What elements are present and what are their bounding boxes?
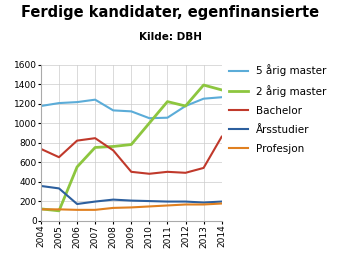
Årsstudier xyxy=(183,200,188,203)
5 årig master xyxy=(202,97,206,100)
2 årig master xyxy=(129,143,133,146)
5 årig master xyxy=(93,98,97,101)
Profesjon xyxy=(93,208,97,211)
Profesjon xyxy=(129,206,133,209)
Årsstudier xyxy=(39,184,43,187)
Bachelor xyxy=(202,166,206,169)
5 årig master xyxy=(129,110,133,113)
2 årig master xyxy=(93,146,97,149)
Bachelor xyxy=(220,135,224,138)
Årsstudier xyxy=(111,198,115,201)
Bachelor xyxy=(147,172,151,175)
Profesjon xyxy=(202,203,206,206)
Line: 5 årig master: 5 årig master xyxy=(41,97,222,118)
Profesjon xyxy=(165,204,169,207)
Årsstudier xyxy=(93,200,97,203)
5 årig master xyxy=(111,109,115,112)
5 årig master xyxy=(183,104,188,108)
2 årig master xyxy=(57,209,61,213)
Bachelor xyxy=(165,170,169,174)
Profesjon xyxy=(57,208,61,211)
Profesjon xyxy=(147,205,151,208)
Bachelor xyxy=(183,171,188,174)
Text: Kilde: DBH: Kilde: DBH xyxy=(139,32,202,42)
5 årig master xyxy=(39,104,43,108)
2 årig master xyxy=(75,165,79,169)
Årsstudier xyxy=(220,200,224,203)
2 årig master xyxy=(165,100,169,103)
5 årig master xyxy=(75,101,79,104)
Bachelor xyxy=(75,139,79,142)
Årsstudier xyxy=(202,201,206,204)
Årsstudier xyxy=(57,187,61,190)
Bachelor xyxy=(93,137,97,140)
Profesjon xyxy=(183,203,188,206)
5 årig master xyxy=(220,95,224,99)
Line: 2 årig master: 2 årig master xyxy=(41,85,222,211)
2 årig master xyxy=(183,104,188,108)
5 årig master xyxy=(147,116,151,120)
2 årig master xyxy=(202,83,206,87)
Profesjon xyxy=(111,206,115,210)
Profesjon xyxy=(75,208,79,211)
Line: Årsstudier: Årsstudier xyxy=(41,186,222,204)
Line: Profesjon: Profesjon xyxy=(41,204,222,210)
Bachelor xyxy=(129,170,133,174)
Årsstudier xyxy=(165,200,169,203)
Årsstudier xyxy=(129,199,133,202)
Bachelor xyxy=(39,147,43,151)
Årsstudier xyxy=(75,202,79,206)
Profesjon xyxy=(39,208,43,211)
5 årig master xyxy=(165,116,169,119)
2 årig master xyxy=(39,207,43,210)
Line: Bachelor: Bachelor xyxy=(41,137,222,174)
Bachelor xyxy=(111,149,115,152)
Legend: 5 årig master, 2 årig master, Bachelor, Årsstudier, Profesjon: 5 årig master, 2 årig master, Bachelor, … xyxy=(229,65,326,154)
2 årig master xyxy=(220,88,224,91)
5 årig master xyxy=(57,101,61,105)
Text: Ferdige kandidater, egenfinansierte: Ferdige kandidater, egenfinansierte xyxy=(21,5,320,20)
2 årig master xyxy=(111,145,115,148)
Bachelor xyxy=(57,155,61,159)
Profesjon xyxy=(220,202,224,205)
2 årig master xyxy=(147,122,151,125)
Årsstudier xyxy=(147,200,151,203)
